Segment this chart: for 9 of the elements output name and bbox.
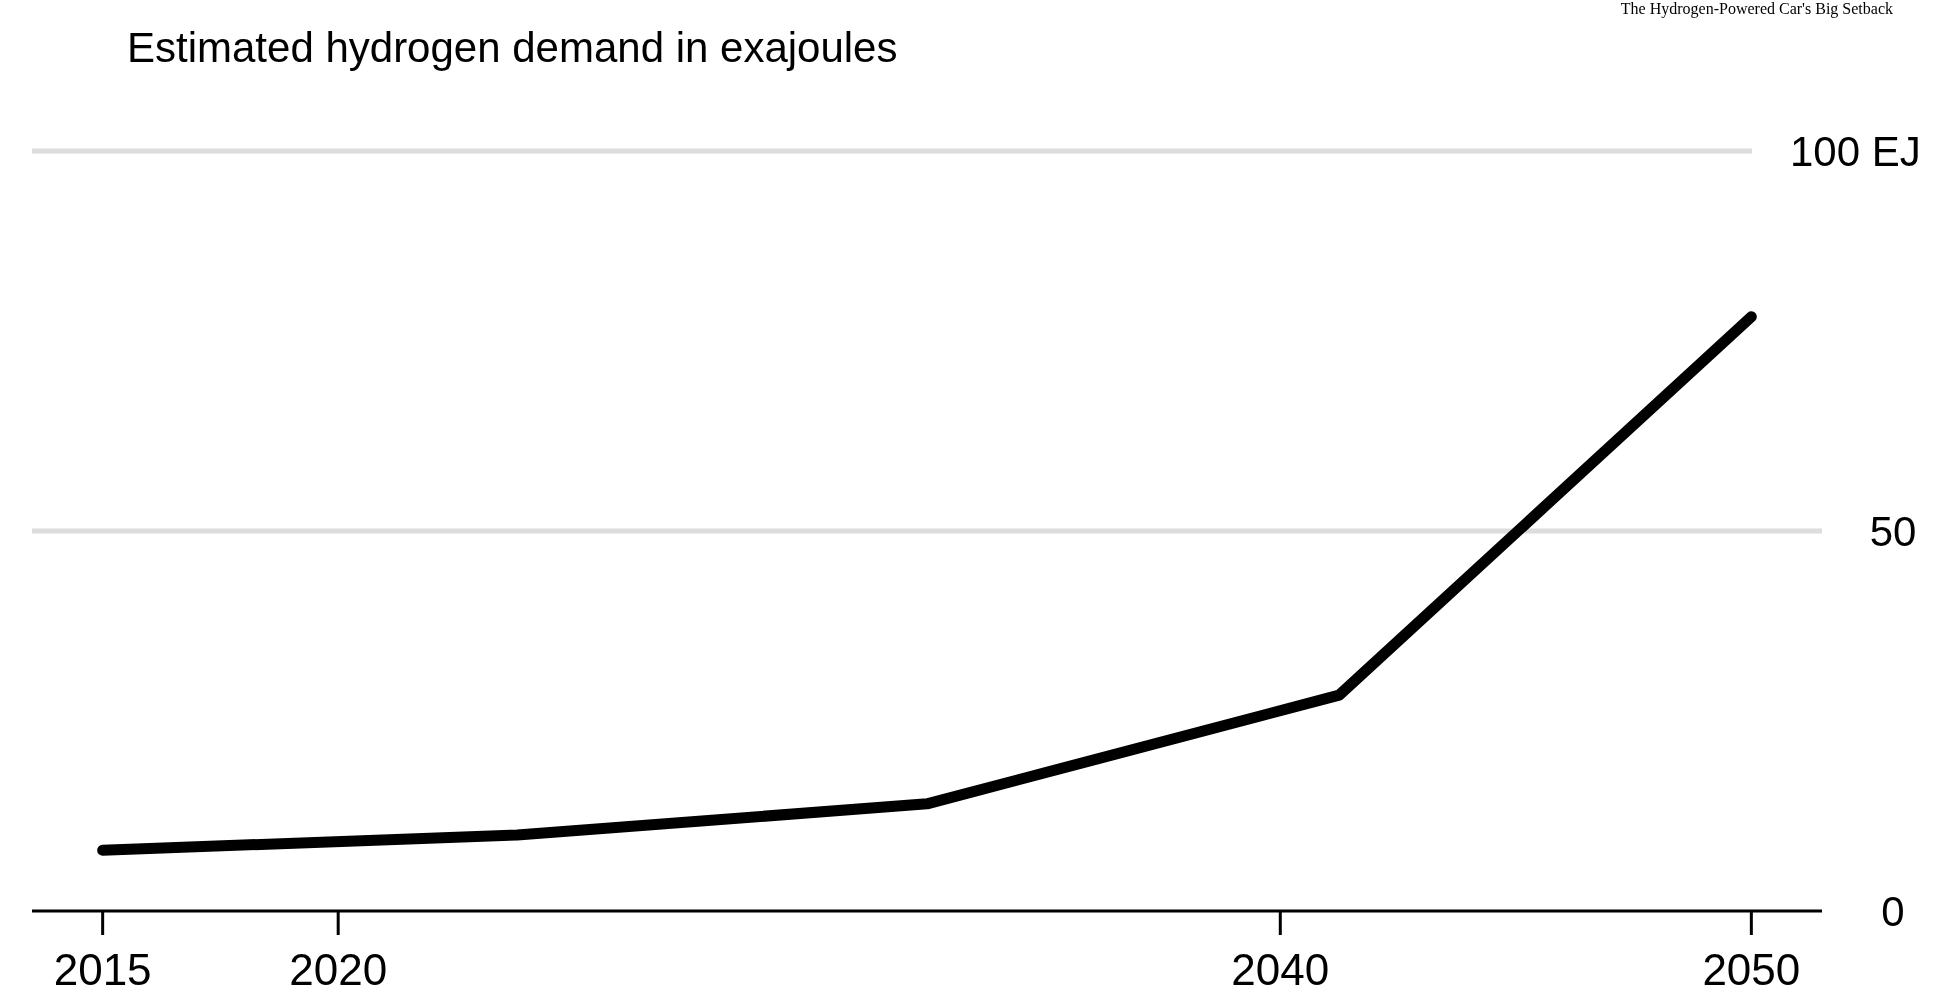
chart-title: Estimated hydrogen demand in exajoules [127,24,898,71]
y-tick-label: 100 EJ [1790,128,1921,175]
y-tick-label: 0 [1881,888,1905,935]
x-tick-label: 2050 [1702,945,1801,994]
x-tick-label: 2015 [53,945,152,994]
text: The Hydrogen-Powered Car's Big Setback [1620,0,1893,18]
x-tick-label: 2020 [289,945,388,994]
x-tick-label: 2040 [1231,945,1330,994]
y-tick-label: 50 [1869,508,1917,555]
